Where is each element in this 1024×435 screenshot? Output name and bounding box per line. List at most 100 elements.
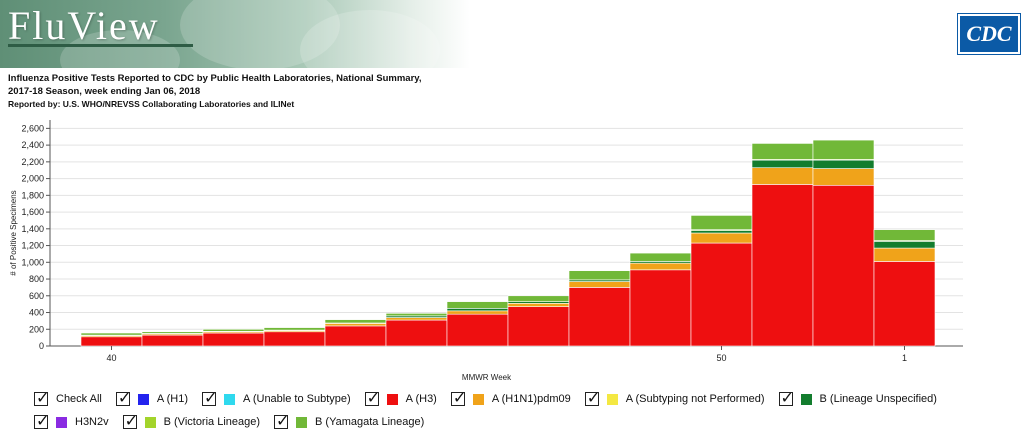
y-tick-label: 0 [39, 341, 44, 351]
legend-row-1: Check All A (H1) A (Unable to Subtype) A (H… [34, 389, 1014, 409]
bar-segment [630, 253, 691, 261]
legend-swatch [387, 394, 398, 405]
y-tick-label: 2,400 [21, 140, 44, 150]
checkbox-checked[interactable] [116, 392, 130, 406]
legend: Check All A (H1) A (Unable to Subtype) A (H… [34, 389, 1014, 435]
bar-segment [325, 326, 386, 346]
bar-segment [447, 302, 508, 309]
legend-swatch [296, 417, 307, 428]
bar-segment [203, 329, 264, 331]
y-tick-label: 1,800 [21, 190, 44, 200]
y-tick-label: 1,000 [21, 257, 44, 267]
legend-label: B (Yamagata Lineage) [315, 416, 424, 428]
bar-segment [569, 271, 630, 280]
logo-underline [8, 44, 193, 47]
x-tick-label: 50 [716, 353, 726, 363]
checkbox-checked[interactable] [34, 392, 48, 406]
x-axis-label: MMWR Week [462, 373, 512, 382]
legend-swatch [224, 394, 235, 405]
legend-label: B (Lineage Unspecified) [820, 393, 937, 405]
legend-item[interactable]: B (Lineage Unspecified) [779, 392, 937, 406]
bar-segment [874, 261, 935, 346]
bar-segment [386, 318, 447, 321]
bar-segment [264, 332, 325, 346]
bar-segment [691, 215, 752, 229]
header-banner: FluView CDC [0, 0, 1024, 68]
y-tick-label: 600 [29, 291, 44, 301]
x-tick-label: 40 [106, 353, 116, 363]
bar-segment [630, 263, 691, 270]
bar-segment [81, 333, 142, 335]
bar-segment [569, 287, 630, 346]
chart-title-line1: Influenza Positive Tests Reported to CDC… [8, 72, 708, 85]
y-tick-label: 2,200 [21, 157, 44, 167]
legend-item[interactable]: A (H1) [116, 392, 188, 406]
y-tick-label: 1,600 [21, 207, 44, 217]
legend-item[interactable]: A (Unable to Subtype) [202, 392, 351, 406]
bar-segment [630, 270, 691, 346]
y-tick-label: 2,000 [21, 174, 44, 184]
bar-segment [874, 230, 935, 241]
bar-segment [447, 311, 508, 314]
chart-titles: Influenza Positive Tests Reported to CDC… [8, 72, 708, 111]
legend-item[interactable]: A (Subtyping not Performed) [585, 392, 765, 406]
y-tick-label: 200 [29, 324, 44, 334]
legend-check-all[interactable]: Check All [34, 392, 102, 406]
bar-segment [813, 160, 874, 168]
bar-segment [752, 143, 813, 159]
x-tick-label: 1 [902, 353, 907, 363]
legend-swatch [56, 417, 67, 428]
bar-segment [142, 335, 203, 346]
bar-segment [508, 296, 569, 302]
legend-label: A (Subtyping not Performed) [626, 393, 765, 405]
bar-segment [386, 313, 447, 316]
bar-segment [325, 320, 386, 323]
checkbox-checked[interactable] [451, 392, 465, 406]
y-tick-label: 800 [29, 274, 44, 284]
fluview-logo: FluView [8, 2, 160, 49]
bar-segment [691, 230, 752, 233]
legend-label: A (H1N1)pdm09 [492, 393, 571, 405]
legend-item[interactable]: A (H3) [365, 392, 437, 406]
y-tick-label: 1,400 [21, 224, 44, 234]
legend-swatch [145, 417, 156, 428]
bar-segment [142, 332, 203, 334]
bar-segment [813, 185, 874, 346]
bar-segment [874, 241, 935, 248]
legend-label: A (H1) [157, 393, 188, 405]
checkbox-checked[interactable] [202, 392, 216, 406]
bar-segment [447, 314, 508, 346]
bar-segment [691, 243, 752, 346]
y-tick-label: 1,200 [21, 241, 44, 251]
legend-label: Check All [56, 393, 102, 405]
legend-swatch [138, 394, 149, 405]
chart-title-line2: 2017-18 Season, week ending Jan 06, 2018 [8, 85, 708, 98]
bar-segment [569, 282, 630, 288]
bar-segment [203, 333, 264, 346]
bar-segment [447, 308, 508, 311]
bar-segment [508, 307, 569, 346]
cdc-logo[interactable]: CDC [958, 14, 1020, 54]
bar-segment [325, 323, 386, 326]
bar-segment [508, 303, 569, 306]
legend-item[interactable]: A (H1N1)pdm09 [451, 392, 571, 406]
bar-segment [752, 160, 813, 168]
legend-swatch [473, 394, 484, 405]
legend-label: H3N2v [75, 416, 109, 428]
legend-row-2: H3N2v B (Victoria Lineage) B (Yamagata Lin… [34, 412, 1014, 432]
legend-swatch [801, 394, 812, 405]
bar-segment [81, 337, 142, 346]
bar-segment [386, 320, 447, 346]
legend-label: B (Victoria Lineage) [164, 416, 260, 428]
bar-segment [691, 233, 752, 243]
y-tick-label: 400 [29, 308, 44, 318]
bar-segment [752, 168, 813, 185]
bar-segment [813, 140, 874, 159]
checkbox-checked[interactable] [365, 392, 379, 406]
checkbox-checked[interactable] [779, 392, 793, 406]
bar-segment [874, 248, 935, 261]
bar-segment [264, 328, 325, 331]
y-axis-label: # of Positive Specimens [9, 190, 18, 275]
checkbox-checked[interactable] [585, 392, 599, 406]
y-tick-label: 2,600 [21, 123, 44, 133]
